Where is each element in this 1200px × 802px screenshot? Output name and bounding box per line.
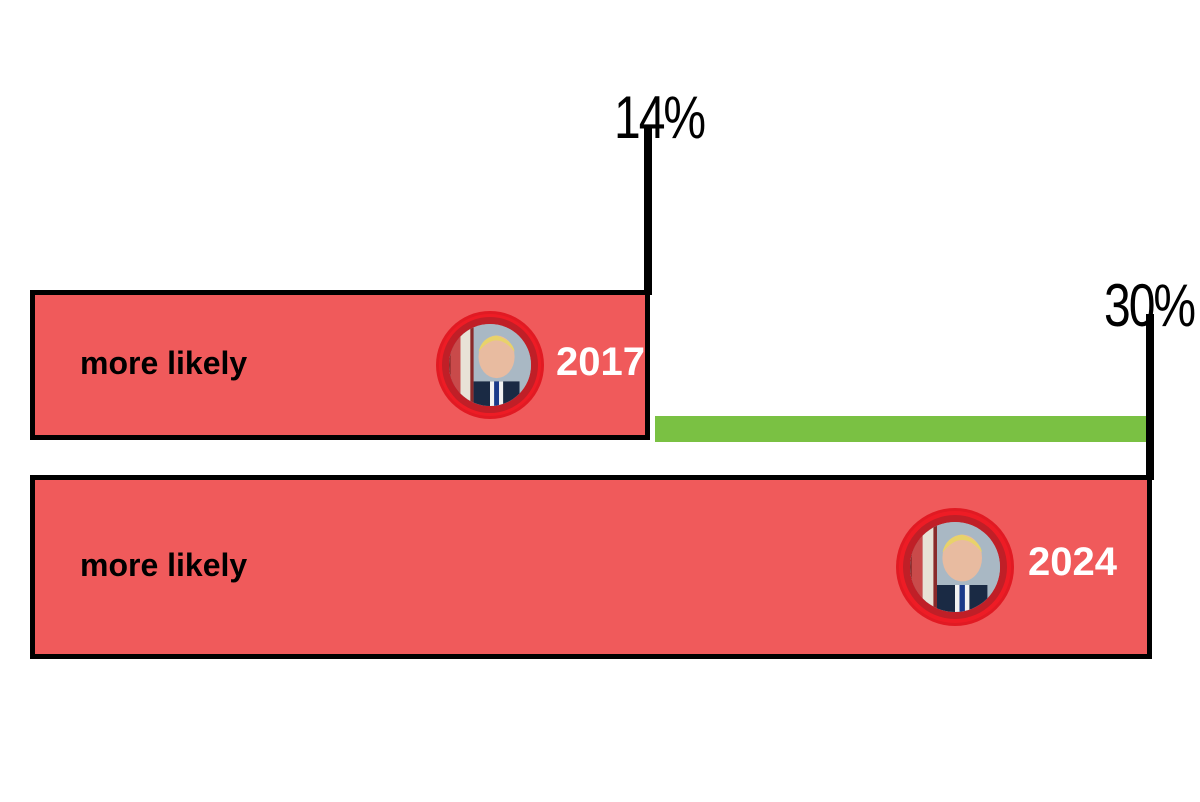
chart-canvas: more likely 2017 14% xyxy=(0,0,1200,802)
person-icon xyxy=(449,324,531,406)
avatar-2024 xyxy=(896,508,1014,626)
avatar-2017 xyxy=(436,311,544,419)
bar-2017-year: 2017 xyxy=(556,340,645,385)
bar-2024-label: more likely xyxy=(80,547,247,584)
bar-2017-label: more likely xyxy=(80,345,247,382)
person-icon xyxy=(910,522,1000,612)
bar-2024-year: 2024 xyxy=(1028,540,1117,585)
bar-2024-pct: 30% xyxy=(1104,272,1194,341)
bar-2017-pct: 14% xyxy=(614,84,704,153)
connector-bar xyxy=(655,416,1146,442)
